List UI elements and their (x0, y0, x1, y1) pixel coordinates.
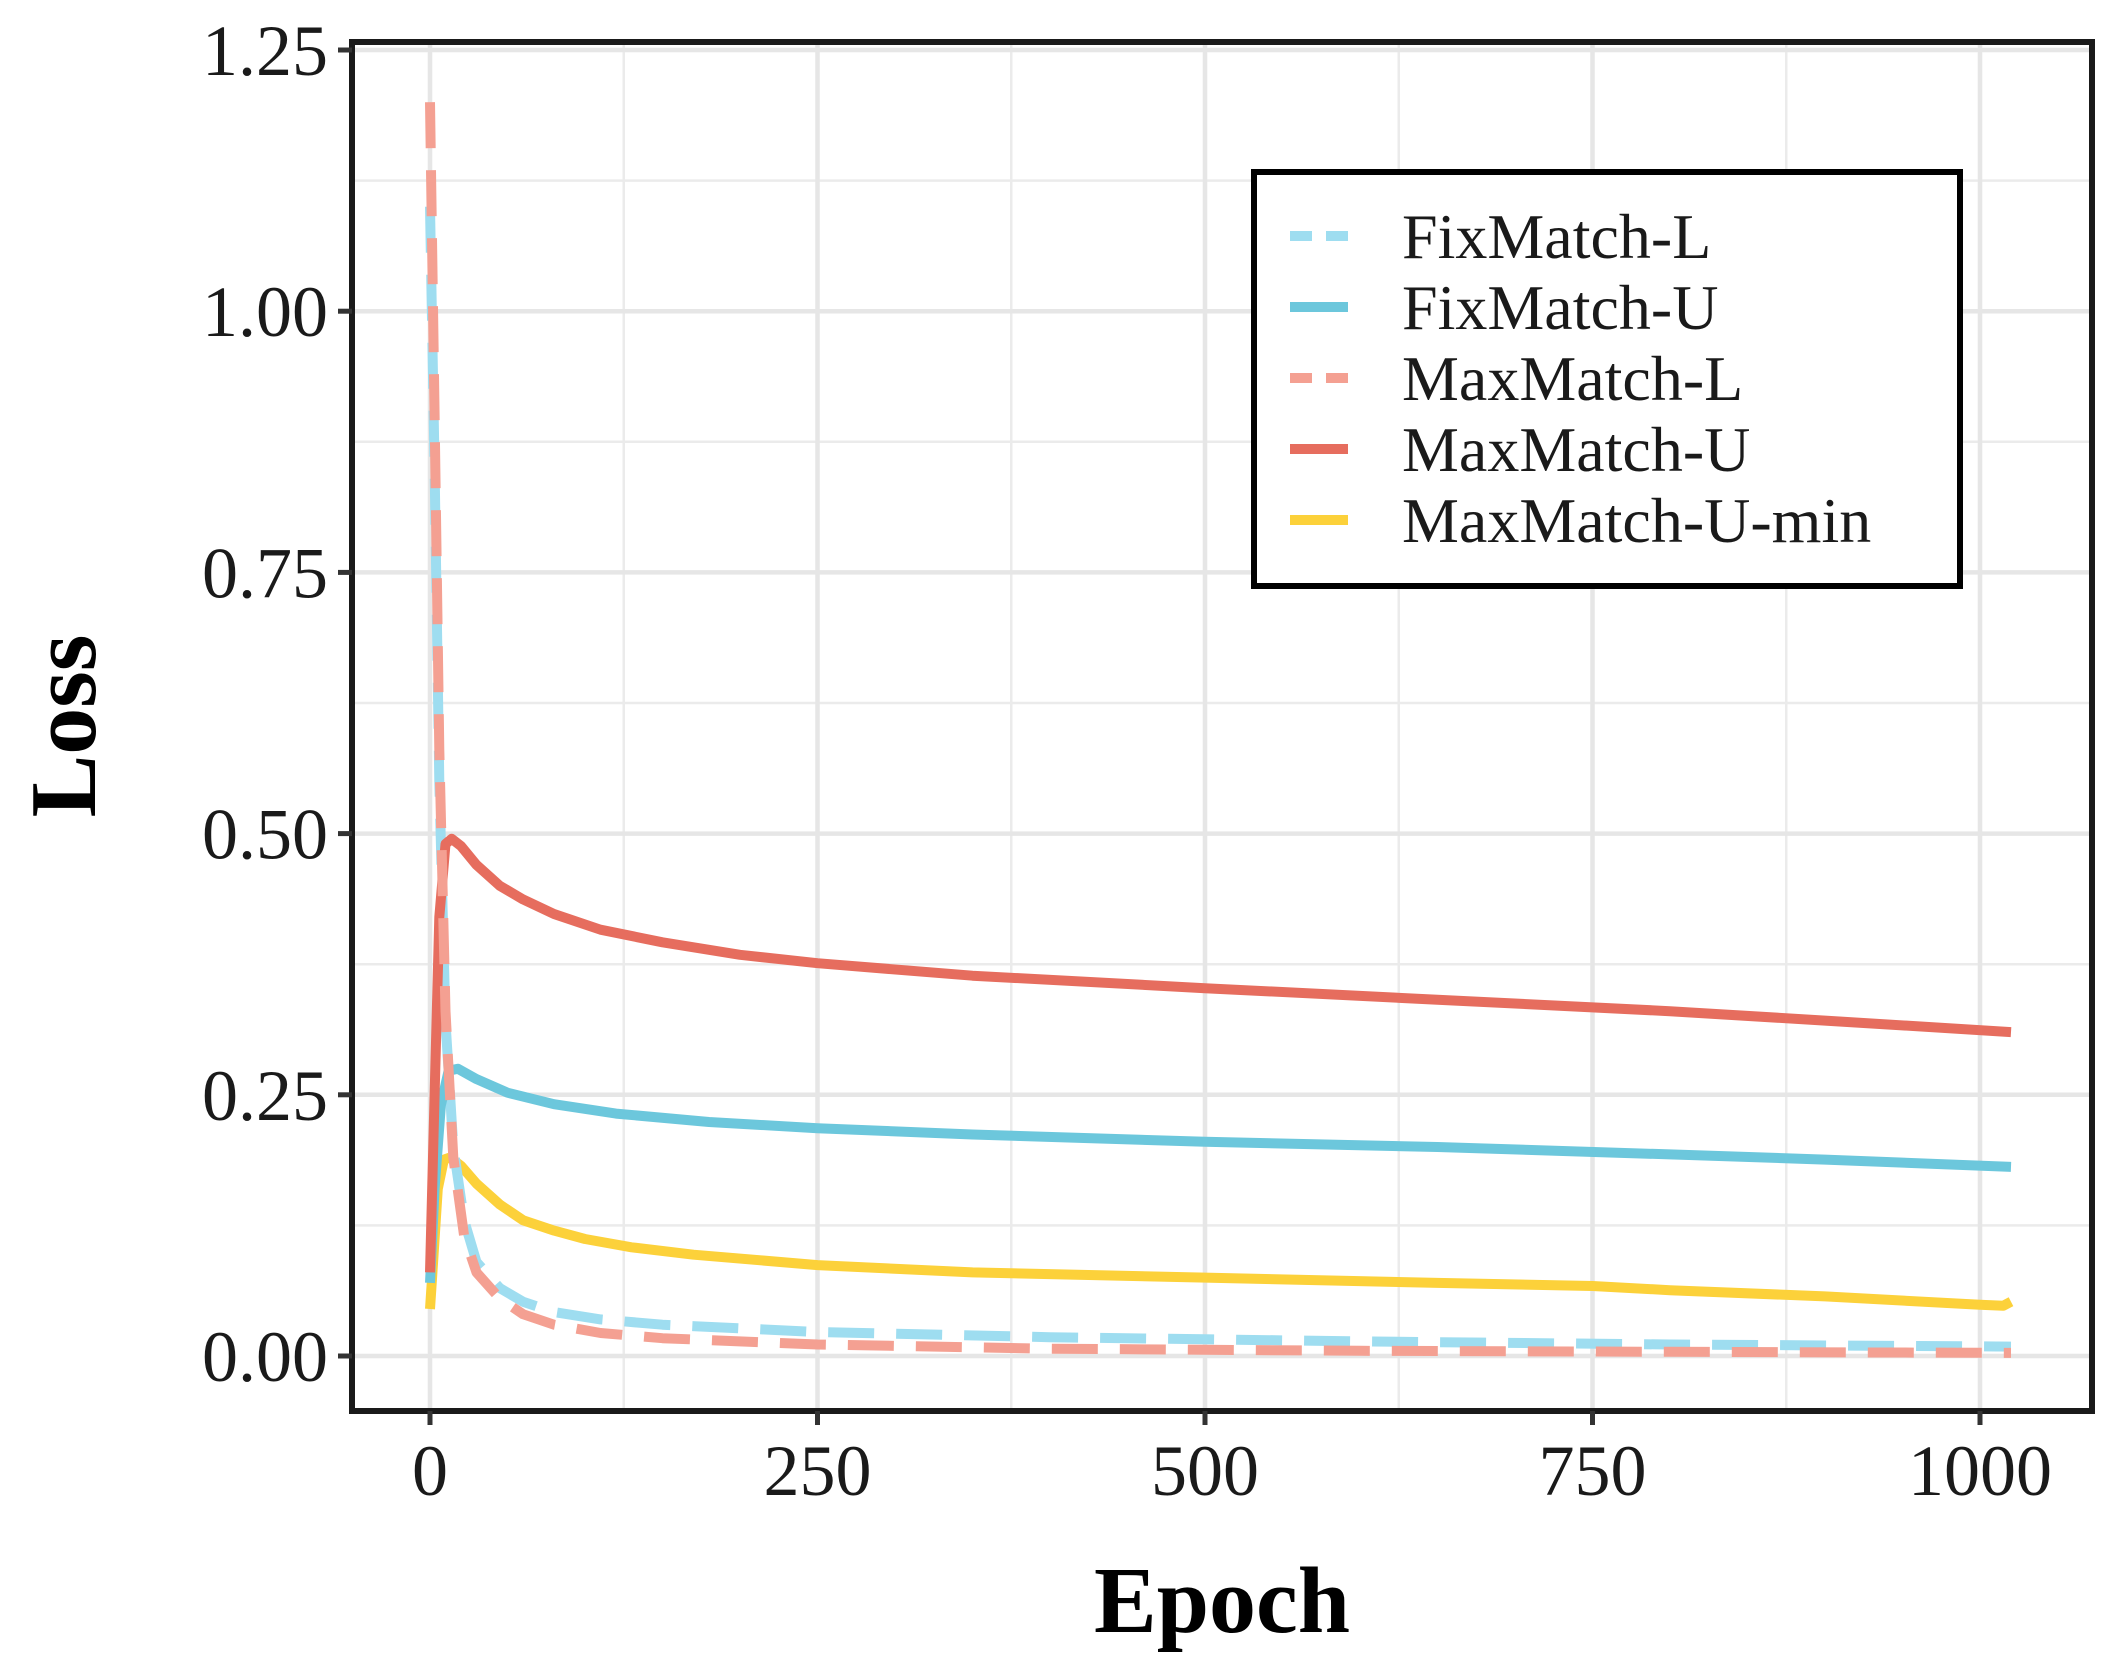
legend-label: MaxMatch-L (1402, 343, 1743, 414)
legend-box (1251, 169, 1963, 589)
series-line-maxmatch-l (425, 102, 2012, 1358)
y-tick-label: 0.50 (202, 795, 328, 875)
legend: FixMatch-LFixMatch-UMaxMatch-LMaxMatch-U… (1251, 169, 1963, 589)
x-tick-label: 750 (1539, 1431, 1647, 1511)
x-axis-title: Epoch (1094, 1549, 1350, 1653)
x-tick-label: 250 (764, 1431, 872, 1511)
y-tick-label: 0.00 (202, 1317, 328, 1397)
x-axis: 0 250 500 750 1000 (412, 1411, 2052, 1511)
x-tick-label: 0 (412, 1431, 448, 1511)
y-tick-label: 1.25 (202, 11, 328, 91)
legend-label: FixMatch-L (1402, 201, 1711, 272)
y-tick-label: 0.75 (202, 533, 328, 613)
legend-label: MaxMatch-U (1402, 414, 1750, 485)
series-line-maxmatch-u-min (425, 1152, 2014, 1311)
legend-label: FixMatch-U (1402, 272, 1718, 343)
x-tick-label: 500 (1151, 1431, 1259, 1511)
y-tick-label: 1.00 (202, 272, 328, 352)
x-tick-label: 1000 (1908, 1431, 2052, 1511)
y-axis: 0.00 0.25 0.50 0.75 1.00 1.25 (202, 11, 352, 1397)
legend-label: MaxMatch-U-min (1402, 485, 1871, 556)
series-lines (425, 102, 2014, 1358)
series-line-maxmatch-u (425, 833, 2012, 1273)
y-tick-label: 0.25 (202, 1056, 328, 1136)
plot-panel-border (349, 39, 2095, 1414)
y-axis-title: Loss (12, 635, 116, 818)
series-line-fixmatch-l (425, 206, 2012, 1352)
